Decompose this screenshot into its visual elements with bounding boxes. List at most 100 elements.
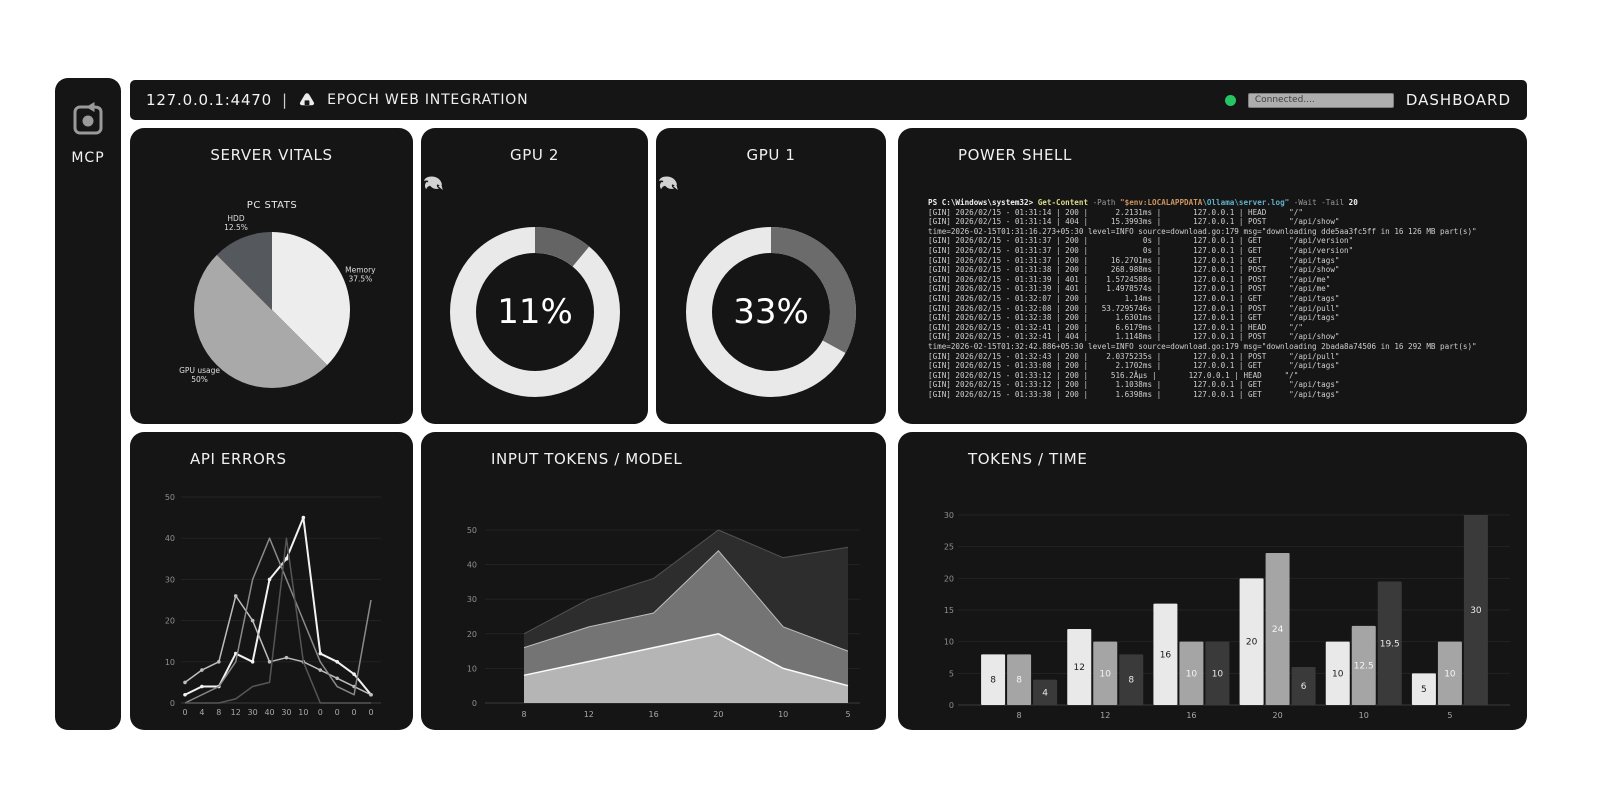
panel-title: SERVER VITALS [210, 146, 333, 164]
svg-text:20: 20 [944, 574, 954, 583]
tokens-time-bar-chart: 0 5 10 15 20 25 30 8 8 8 4 12 12 10 8 16 16 10 10 20 20 24 6 10… [898, 472, 1527, 730]
panel-powershell: POWER SHELL PS C:\Windows\system32> Get-… [898, 128, 1527, 424]
svg-text:20: 20 [165, 617, 175, 626]
pc-stats-pie-chart: PC STATS Memory 37.5% GPU usage 50% HDD 12.5% [130, 186, 413, 416]
svg-text:19.5: 19.5 [1380, 639, 1400, 649]
svg-text:10: 10 [778, 710, 788, 719]
svg-text:12: 12 [231, 708, 241, 717]
sidebar-label: MCP [71, 150, 105, 166]
panel-tokens-time: TOKENS / TIME 0 5 10 15 20 25 30 8 8 8 4 12 12 10 8 16 1… [898, 432, 1527, 730]
svg-text:30: 30 [248, 708, 258, 717]
svg-text:12: 12 [1100, 711, 1110, 720]
svg-text:10: 10 [1212, 669, 1224, 679]
panel-input-tokens: INPUT TOKENS / MODEL 0 10 20 30 40 50 8 12 16 20 1… [421, 432, 886, 730]
svg-text:40: 40 [165, 534, 175, 543]
panel-title: GPU 1 [746, 146, 796, 164]
svg-text:0: 0 [318, 708, 323, 717]
svg-text:8: 8 [1017, 711, 1022, 720]
panel-title: INPUT TOKENS / MODEL [491, 450, 683, 468]
panel-api-errors: API ERRORS 0 10 20 30 40 50 0 4 8 12 30 40 30 10 0 0 0 0 [130, 432, 413, 730]
svg-text:6: 6 [1301, 682, 1307, 692]
svg-text:16: 16 [649, 710, 659, 719]
svg-text:12: 12 [1074, 663, 1085, 673]
svg-text:10: 10 [1359, 711, 1369, 720]
svg-text:30: 30 [944, 511, 954, 520]
svg-text:10: 10 [467, 664, 477, 673]
header-separator: | [282, 91, 288, 109]
svg-text:0: 0 [472, 699, 477, 708]
svg-text:0: 0 [182, 708, 187, 717]
svg-text:5: 5 [1447, 711, 1452, 720]
svg-text:20: 20 [1272, 711, 1282, 720]
svg-text:12: 12 [584, 710, 594, 719]
svg-text:16: 16 [1160, 650, 1172, 660]
svg-text:10: 10 [298, 708, 308, 717]
panel-title: API ERRORS [190, 450, 287, 468]
svg-text:40: 40 [264, 708, 274, 717]
onigiri-icon [297, 90, 317, 110]
panel-title: POWER SHELL [958, 146, 1072, 164]
svg-text:10: 10 [1332, 669, 1344, 679]
gpu1-donut-chart: 33% [671, 212, 871, 412]
server-address: 127.0.0.1:4470 [146, 91, 272, 109]
connection-status-field[interactable]: Connected.... [1247, 92, 1394, 108]
svg-text:4: 4 [199, 708, 204, 717]
svg-text:10: 10 [944, 638, 954, 647]
svg-text:33%: 33% [733, 292, 809, 332]
panel-title: TOKENS / TIME [968, 450, 1088, 468]
api-errors-line-chart: 0 10 20 30 40 50 0 4 8 12 30 40 30 10 0 0 0 0 [130, 482, 413, 722]
app-title: EPOCH WEB INTEGRATION [327, 92, 529, 108]
svg-text:10: 10 [165, 658, 175, 667]
header-bar: 127.0.0.1:4470 | EPOCH WEB INTEGRATION C… [130, 80, 1527, 120]
connection-status-dot [1224, 94, 1236, 106]
svg-text:4: 4 [1042, 688, 1048, 698]
screenshot-replay-icon [73, 102, 103, 135]
svg-text:5: 5 [1421, 685, 1427, 695]
svg-text:50: 50 [165, 493, 175, 502]
panel-gpu1: GPU 1 33% [656, 128, 886, 424]
svg-text:30: 30 [1470, 606, 1482, 616]
svg-text:0: 0 [949, 701, 954, 710]
svg-text:25: 25 [944, 543, 954, 552]
svg-text:16: 16 [1186, 711, 1196, 720]
svg-text:8: 8 [990, 676, 996, 686]
svg-text:20: 20 [713, 710, 723, 719]
panel-title: GPU 2 [510, 146, 559, 164]
dolphin-icon [656, 172, 886, 196]
svg-text:5: 5 [949, 669, 954, 678]
svg-text:10: 10 [1186, 669, 1198, 679]
svg-text:15: 15 [944, 606, 954, 615]
mcp-button[interactable] [66, 98, 110, 142]
svg-text:50: 50 [467, 526, 477, 535]
svg-text:10: 10 [1100, 669, 1112, 679]
svg-text:30: 30 [281, 708, 291, 717]
svg-text:0: 0 [352, 708, 357, 717]
svg-text:10: 10 [1444, 669, 1456, 679]
svg-text:0: 0 [170, 699, 175, 708]
svg-text:8: 8 [521, 710, 526, 719]
svg-text:0: 0 [335, 708, 340, 717]
svg-text:8: 8 [1016, 676, 1022, 686]
svg-text:8: 8 [1128, 676, 1134, 686]
sidebar: MCP [55, 78, 121, 730]
svg-text:30: 30 [165, 575, 175, 584]
svg-text:24: 24 [1272, 625, 1284, 635]
svg-text:20: 20 [1246, 638, 1258, 648]
svg-text:PC STATS: PC STATS [247, 200, 297, 211]
svg-text:20: 20 [467, 630, 477, 639]
panel-server-vitals: SERVER VITALS PC STATS Memory 37.5% GPU usa… [130, 128, 413, 424]
panel-gpu2: GPU 2 11% [421, 128, 648, 424]
svg-text:11%: 11% [497, 292, 573, 332]
svg-text:40: 40 [467, 561, 477, 570]
svg-text:0: 0 [368, 708, 373, 717]
terminal[interactable]: PS C:\Windows\system32> Get-Content -Pat… [928, 198, 1477, 399]
svg-text:12.5: 12.5 [1354, 661, 1374, 671]
svg-text:30: 30 [467, 595, 477, 604]
svg-text:8: 8 [216, 708, 221, 717]
input-tokens-area-chart: 0 10 20 30 40 50 8 12 16 20 10 5 [421, 477, 886, 727]
svg-text:5: 5 [845, 710, 850, 719]
dashboard-label: DASHBOARD [1405, 91, 1511, 109]
